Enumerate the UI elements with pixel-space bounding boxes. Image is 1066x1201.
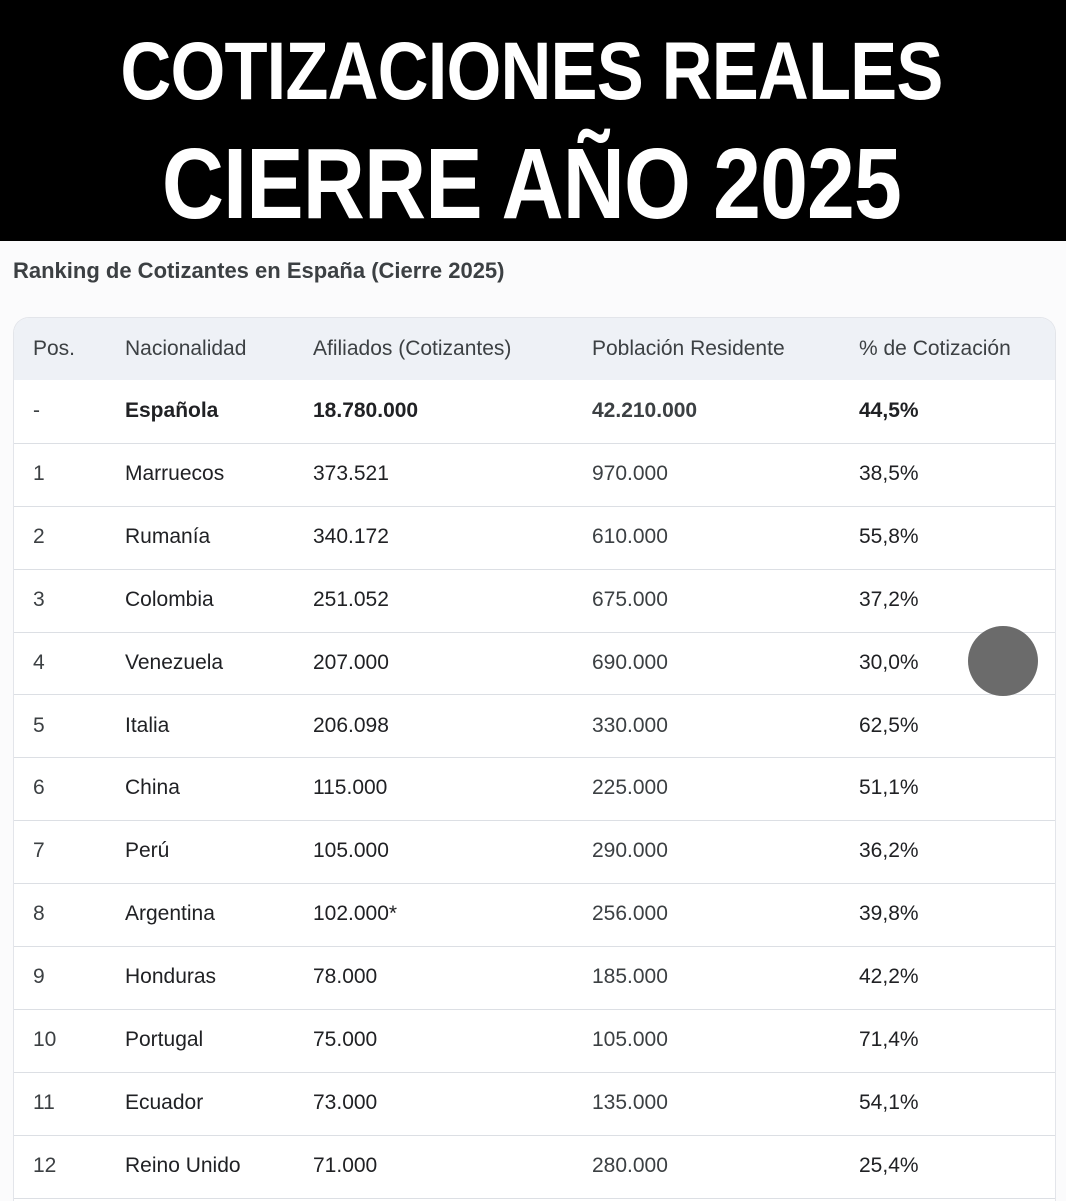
row-affiliates: 251.052 [313,587,389,611]
row-population: 135.000 [592,1090,668,1114]
table-row: 8 Argentina 102.000* 256.000 39,8% [14,883,1055,948]
row-pos: 8 [33,902,45,926]
row-nationality: Portugal [125,1028,204,1051]
row-percentage: 37,2% [859,587,919,611]
row-nationality: Marruecos [125,461,225,485]
title-banner: COTIZACIONES REALES CIERRE AÑO 2025 [0,0,1066,241]
row-percentage: 62,5% [859,713,919,737]
row-pos: - [33,399,40,422]
row-affiliates: 78.000 [313,965,378,989]
row-pos: 10 [33,1028,57,1051]
row-pos: 12 [33,1153,57,1177]
row-population: 42.210.000 [592,399,698,422]
row-affiliates: 75.000 [313,1028,378,1051]
row-nationality: Perú [125,839,170,863]
row-nationality: Reino Unido [125,1153,241,1177]
row-percentage: 30,0% [859,650,919,674]
row-percentage: 55,8% [859,524,919,548]
row-percentage: 38,5% [859,461,919,485]
table-row: 6 China 115.000 225.000 51,1% [14,757,1055,822]
row-population: 225.000 [592,776,668,800]
row-percentage: 44,5% [859,399,919,422]
header-percentage: % de Cotización [859,337,1011,360]
row-population: 690.000 [592,650,668,674]
row-pos: 3 [33,587,45,611]
table-row: 5 Italia 206.098 330.000 62,5% [14,695,1055,759]
table-row: 4 Venezuela 207.000 690.000 30,0% [14,632,1055,696]
row-population: 675.000 [592,587,668,611]
row-population: 610.000 [592,524,668,548]
header-pos: Pos. [33,337,76,360]
table-row: 12 Reino Unido 71.000 280.000 25,4% [14,1135,1055,1199]
table-row: 3 Colombia 251.052 675.000 37,2% [14,569,1055,633]
row-affiliates: 105.000 [313,839,389,863]
row-percentage: 25,4% [859,1153,919,1177]
banner-title-line-2: CIERRE AÑO 2025 [161,128,902,240]
row-percentage: 36,2% [859,839,919,863]
header-nationality: Nacionalidad [125,337,247,360]
header-affiliates: Afiliados (Cotizantes) [313,337,512,360]
row-pos: 2 [33,524,45,548]
row-population: 256.000 [592,902,668,926]
table-row: 2 Rumanía 340.172 610.000 55,8% [14,506,1055,570]
table-row: 7 Perú 105.000 290.000 36,2% [14,820,1055,885]
row-population: 105.000 [592,1028,668,1051]
row-pos: 9 [33,965,45,989]
row-affiliates: 18.780.000 [313,399,419,422]
row-pos: 4 [33,650,45,674]
row-affiliates: 102.000* [313,902,398,926]
row-percentage: 51,1% [859,776,919,800]
overlay-dot[interactable] [968,626,1038,696]
table-row: 11 Ecuador 73.000 135.000 54,1% [14,1072,1055,1136]
row-nationality: Colombia [125,587,214,611]
table-row: 10 Portugal 75.000 105.000 71,4% [14,1009,1055,1073]
row-percentage: 42,2% [859,965,919,989]
row-affiliates: 115.000 [313,776,388,800]
row-nationality: China [125,776,180,800]
table-row: 1 Marruecos 373.521 970.000 38,5% [14,443,1055,507]
row-pos: 11 [33,1090,55,1114]
row-percentage: 54,1% [859,1090,919,1114]
row-nationality: Rumanía [125,524,211,548]
row-nationality: Argentina [125,902,215,926]
row-population: 970.000 [592,461,668,485]
row-population: 185.000 [592,965,668,989]
table-row: 9 Honduras 78.000 185.000 42,2% [14,946,1055,1010]
row-affiliates: 71.000 [313,1153,378,1177]
row-population: 280.000 [592,1153,668,1177]
row-percentage: 39,8% [859,902,919,926]
row-pos: 6 [33,776,45,800]
row-nationality: Italia [125,713,170,737]
row-percentage: 71,4% [859,1028,919,1051]
row-nationality: Ecuador [125,1090,204,1114]
row-population: 290.000 [592,839,668,863]
row-nationality: Honduras [125,965,217,989]
row-nationality: Venezuela [125,650,224,674]
table-header-row: Pos. Nacionalidad Afiliados (Cotizantes)… [14,318,1055,380]
row-affiliates: 207.000 [313,650,389,674]
row-pos: 5 [33,713,45,737]
table-title: Ranking de Cotizantes en España (Cierre … [13,258,505,283]
header-population: Población Residente [592,337,785,360]
banner-title-line-1: COTIZACIONES REALES [120,26,943,117]
row-affiliates: 206.098 [313,713,389,737]
row-pos: 1 [33,461,45,485]
row-population: 330.000 [592,713,668,737]
row-affiliates: 340.172 [313,524,389,548]
table-row: - Española 18.780.000 42.210.000 44,5% [14,380,1055,444]
ranking-table: Pos. Nacionalidad Afiliados (Cotizantes)… [13,317,1056,1201]
row-affiliates: 73.000 [313,1090,378,1114]
row-affiliates: 373.521 [313,461,389,485]
row-nationality: Española [125,399,219,422]
row-pos: 7 [33,839,45,863]
